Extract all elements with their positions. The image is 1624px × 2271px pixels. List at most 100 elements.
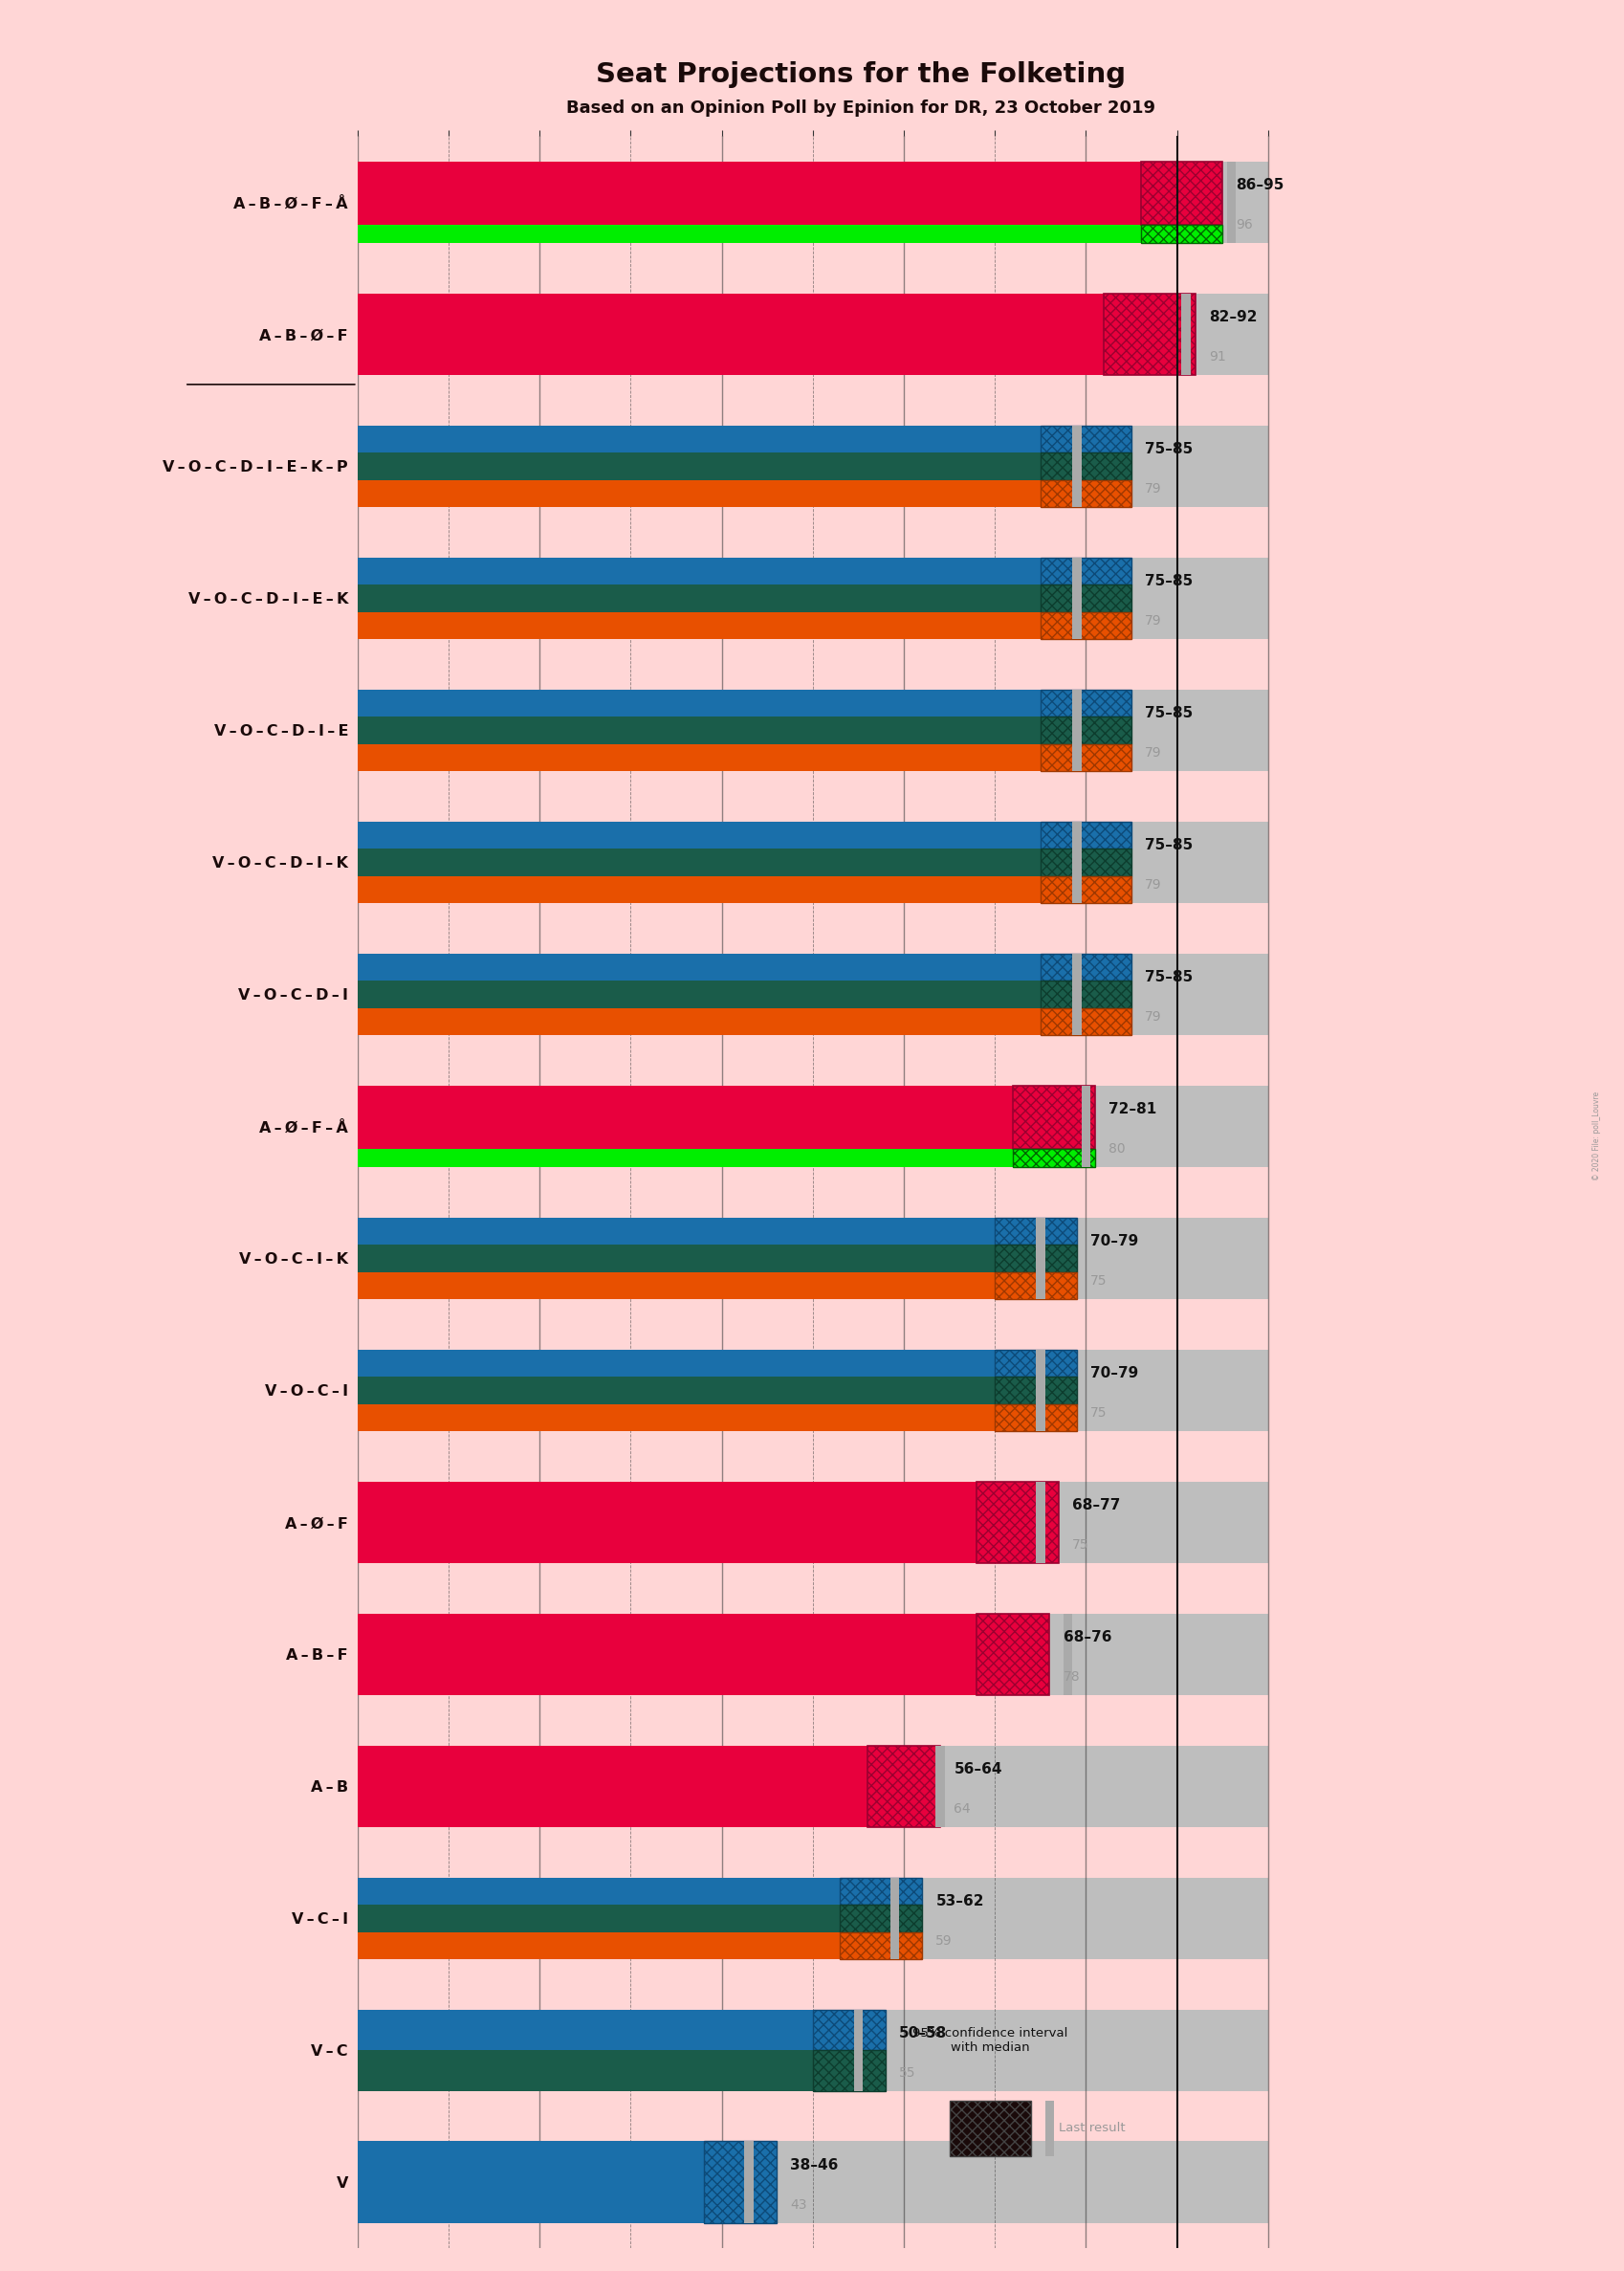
Bar bbox=[357, 981, 1039, 1008]
Bar bbox=[994, 1245, 1077, 1272]
Bar bbox=[357, 452, 1039, 479]
Bar bbox=[1072, 556, 1080, 638]
Bar bbox=[357, 1612, 1267, 1694]
Bar bbox=[840, 1878, 921, 1905]
Bar bbox=[357, 2142, 1267, 2223]
Text: 75: 75 bbox=[1090, 1406, 1106, 1419]
Text: 38–46: 38–46 bbox=[789, 2157, 838, 2173]
Bar bbox=[744, 2142, 754, 2223]
Bar bbox=[357, 225, 1140, 243]
Bar bbox=[1039, 690, 1130, 718]
Bar bbox=[357, 1878, 1267, 1960]
Bar bbox=[994, 1376, 1077, 1403]
Bar bbox=[1062, 1612, 1072, 1694]
Bar bbox=[357, 1376, 994, 1403]
Text: 82–92: 82–92 bbox=[1208, 309, 1257, 325]
Text: 50–58: 50–58 bbox=[898, 2026, 947, 2039]
Text: 95% confidence interval
with median: 95% confidence interval with median bbox=[913, 2028, 1067, 2055]
Bar bbox=[357, 2010, 1267, 2092]
Bar bbox=[1039, 745, 1130, 772]
Text: 79: 79 bbox=[1145, 879, 1161, 893]
Text: 86–95: 86–95 bbox=[1236, 177, 1283, 193]
Bar bbox=[357, 690, 1039, 718]
Bar bbox=[357, 425, 1267, 506]
Bar bbox=[357, 1403, 994, 1431]
Bar bbox=[1034, 1349, 1044, 1431]
Text: 75–85: 75–85 bbox=[1145, 970, 1192, 983]
Bar bbox=[357, 1217, 1267, 1299]
Bar bbox=[357, 2142, 703, 2223]
Bar bbox=[357, 1217, 994, 1245]
Bar bbox=[1034, 1217, 1044, 1299]
Bar bbox=[357, 954, 1039, 981]
Text: 75–85: 75–85 bbox=[1145, 838, 1192, 852]
Bar bbox=[357, 1905, 840, 1933]
Bar bbox=[357, 745, 1039, 772]
Bar bbox=[357, 556, 1039, 584]
Bar bbox=[357, 611, 1039, 638]
Text: 70–79: 70–79 bbox=[1090, 1365, 1138, 1381]
Text: 43: 43 bbox=[789, 2198, 806, 2212]
Bar bbox=[1226, 161, 1236, 243]
Text: 72–81: 72–81 bbox=[1108, 1101, 1156, 1117]
Bar bbox=[1039, 822, 1130, 849]
Text: 53–62: 53–62 bbox=[935, 1894, 984, 1908]
Text: 56–64: 56–64 bbox=[953, 1762, 1002, 1776]
Bar bbox=[357, 822, 1267, 904]
Bar bbox=[357, 822, 1039, 849]
Bar bbox=[1181, 293, 1190, 375]
Bar bbox=[357, 293, 1267, 375]
Bar bbox=[357, 1349, 994, 1376]
Bar bbox=[1140, 225, 1221, 243]
Bar bbox=[357, 2051, 812, 2092]
Bar bbox=[357, 1086, 1012, 1149]
Bar bbox=[1039, 479, 1130, 506]
Bar bbox=[1039, 877, 1130, 904]
Bar bbox=[1039, 718, 1130, 745]
Text: 59: 59 bbox=[935, 1935, 952, 1949]
Bar bbox=[1039, 981, 1130, 1008]
Bar bbox=[357, 1272, 994, 1299]
Bar bbox=[1080, 1086, 1090, 1167]
Bar bbox=[1039, 584, 1130, 611]
Text: 75–85: 75–85 bbox=[1145, 443, 1192, 456]
Bar bbox=[1039, 954, 1130, 981]
Bar bbox=[357, 1481, 976, 1562]
Bar bbox=[935, 1746, 944, 1828]
Text: 75: 75 bbox=[1090, 1274, 1106, 1288]
Bar bbox=[1072, 954, 1080, 1036]
Bar bbox=[812, 2010, 885, 2051]
Bar bbox=[976, 1612, 1049, 1694]
Bar bbox=[357, 1878, 840, 1905]
Bar bbox=[994, 1403, 1077, 1431]
Text: Seat Projections for the Folketing: Seat Projections for the Folketing bbox=[596, 61, 1125, 89]
Bar bbox=[853, 2010, 862, 2092]
Bar bbox=[1039, 1008, 1130, 1036]
Bar bbox=[948, 2101, 1031, 2155]
Bar bbox=[1039, 849, 1130, 877]
Bar bbox=[1012, 1149, 1095, 1167]
Bar bbox=[357, 718, 1039, 745]
Bar bbox=[1072, 822, 1080, 904]
Bar bbox=[357, 1149, 1012, 1167]
Text: 80: 80 bbox=[1108, 1142, 1125, 1156]
Bar bbox=[357, 556, 1267, 638]
Text: 79: 79 bbox=[1145, 481, 1161, 495]
Bar bbox=[1039, 556, 1130, 584]
Bar bbox=[357, 425, 1039, 452]
Bar bbox=[357, 293, 1103, 375]
Bar bbox=[1103, 293, 1195, 375]
Text: 91: 91 bbox=[1208, 350, 1224, 363]
Bar bbox=[357, 1746, 867, 1828]
Bar bbox=[1140, 161, 1221, 225]
Bar bbox=[1044, 2101, 1054, 2155]
Bar bbox=[357, 1746, 1267, 1828]
Text: Based on an Opinion Poll by Epinion for DR, 23 October 2019: Based on an Opinion Poll by Epinion for … bbox=[567, 100, 1155, 118]
Bar bbox=[1039, 611, 1130, 638]
Bar bbox=[357, 1349, 1267, 1431]
Bar bbox=[1034, 1481, 1044, 1562]
Bar bbox=[1039, 452, 1130, 479]
Text: 75–85: 75–85 bbox=[1145, 706, 1192, 720]
Bar bbox=[812, 2051, 885, 2092]
Bar bbox=[840, 1905, 921, 1933]
